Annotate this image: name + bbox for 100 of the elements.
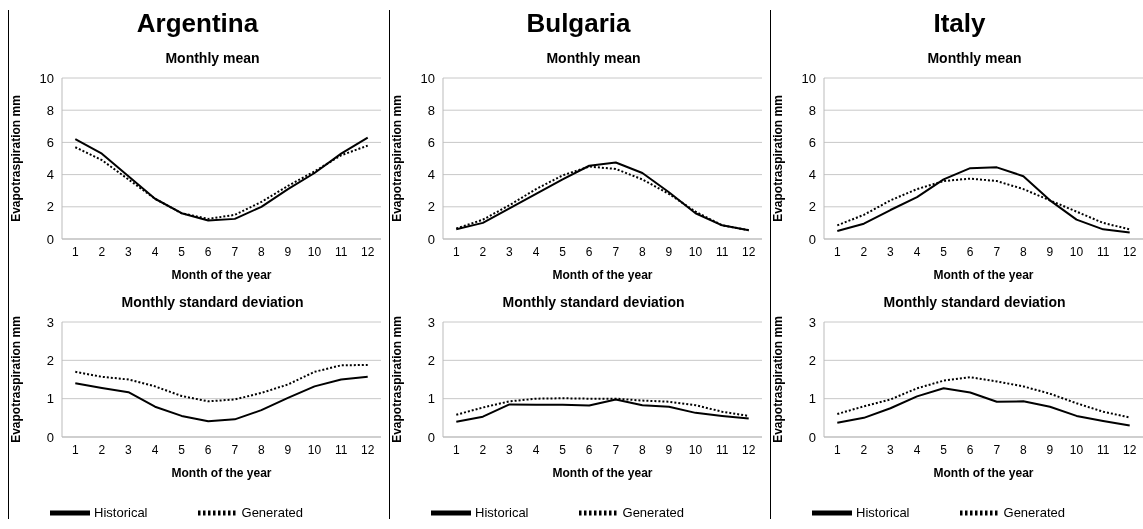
x-tick-label: 12 bbox=[361, 442, 375, 457]
y-tick-label: 0 bbox=[427, 231, 435, 247]
x-tick-label: 3 bbox=[506, 442, 514, 457]
legend-label: Historical bbox=[94, 505, 148, 521]
legend-label: Generated bbox=[1003, 505, 1065, 521]
x-tick-label: 3 bbox=[125, 244, 133, 259]
x-tick-label: 10 bbox=[307, 442, 322, 457]
x-tick-label: 3 bbox=[506, 244, 514, 259]
x-tick-label: 9 bbox=[284, 442, 292, 457]
x-tick-label: 5 bbox=[178, 442, 186, 457]
x-tick-label: 7 bbox=[993, 244, 1001, 259]
x-axis-title: Month of the year bbox=[552, 466, 653, 480]
x-tick-label: 2 bbox=[98, 442, 106, 457]
x-tick-label: 2 bbox=[479, 244, 487, 259]
x-tick-label: 2 bbox=[98, 244, 106, 259]
x-tick-label: 4 bbox=[151, 442, 159, 457]
y-tick-label: 0 bbox=[808, 231, 816, 247]
x-tick-label: 5 bbox=[940, 442, 948, 457]
y-tick-label: 6 bbox=[427, 135, 435, 151]
x-tick-label: 5 bbox=[940, 244, 948, 259]
y-tick-label: 4 bbox=[46, 167, 54, 183]
x-tick-label: 12 bbox=[1123, 442, 1137, 457]
y-tick-label: 2 bbox=[427, 352, 435, 368]
legend-label: Generated bbox=[241, 505, 303, 521]
line-series bbox=[836, 166, 1131, 234]
x-tick-label: 9 bbox=[1046, 442, 1054, 457]
y-tick-label: 10 bbox=[420, 70, 435, 86]
x-tick-label: 10 bbox=[1069, 244, 1084, 259]
x-tick-label: 10 bbox=[688, 442, 703, 457]
x-tick-label: 1 bbox=[833, 244, 841, 259]
x-tick-label: 9 bbox=[284, 244, 292, 259]
x-tick-label: 6 bbox=[966, 244, 974, 259]
x-tick-label: 12 bbox=[1123, 244, 1137, 259]
y-tick-label: 2 bbox=[808, 199, 816, 215]
y-tick-label: 2 bbox=[46, 352, 54, 368]
x-tick-label: 1 bbox=[71, 244, 79, 259]
x-axis-title: Month of the year bbox=[171, 466, 272, 480]
x-tick-label: 11 bbox=[715, 442, 729, 457]
x-tick-label: 1 bbox=[452, 244, 460, 259]
y-tick-label: 3 bbox=[427, 314, 435, 330]
y-tick-label: 0 bbox=[46, 231, 54, 247]
chart-title: Bulgaria bbox=[525, 7, 632, 40]
x-tick-label: 8 bbox=[258, 442, 266, 457]
y-axis-title: Evapotraspiration mm bbox=[771, 95, 786, 222]
x-tick-label: 5 bbox=[559, 442, 567, 457]
legend-label: Generated bbox=[622, 505, 684, 521]
x-tick-label: 11 bbox=[334, 442, 348, 457]
chart-title: Monthly standard deviation bbox=[120, 293, 305, 312]
x-tick-label: 8 bbox=[639, 244, 647, 259]
y-tick-label: 2 bbox=[808, 352, 816, 368]
y-tick-label: 4 bbox=[808, 167, 816, 183]
y-tick-label: 2 bbox=[46, 199, 54, 215]
chart-subtitle: Monthly mean bbox=[545, 49, 642, 68]
chart-title: Monthly standard deviation bbox=[882, 293, 1067, 312]
y-tick-label: 1 bbox=[46, 391, 54, 407]
y-tick-label: 4 bbox=[427, 167, 435, 183]
y-tick-label: 3 bbox=[808, 314, 816, 330]
x-tick-label: 2 bbox=[860, 244, 868, 259]
y-tick-label: 1 bbox=[427, 391, 435, 407]
y-axis-title: Evapotraspiration mm bbox=[9, 316, 24, 443]
chart-title: Italy bbox=[932, 7, 987, 40]
y-tick-label: 6 bbox=[46, 135, 54, 151]
x-tick-label: 3 bbox=[125, 442, 133, 457]
x-tick-label: 7 bbox=[231, 442, 239, 457]
x-tick-label: 5 bbox=[178, 244, 186, 259]
x-tick-label: 4 bbox=[532, 442, 540, 457]
y-tick-label: 6 bbox=[808, 135, 816, 151]
y-tick-label: 1 bbox=[808, 391, 816, 407]
chart-subtitle: Monthly mean bbox=[164, 49, 261, 68]
y-axis-title: Evapotraspiration mm bbox=[390, 95, 405, 222]
y-tick-label: 0 bbox=[427, 429, 435, 445]
legend-label: Historical bbox=[856, 505, 910, 521]
x-tick-label: 9 bbox=[1046, 244, 1054, 259]
x-tick-label: 10 bbox=[1069, 442, 1084, 457]
x-tick-label: 1 bbox=[71, 442, 79, 457]
x-tick-label: 7 bbox=[612, 244, 620, 259]
legend-label: Historical bbox=[475, 505, 529, 521]
x-tick-label: 1 bbox=[833, 442, 841, 457]
x-tick-label: 4 bbox=[151, 244, 159, 259]
y-tick-label: 8 bbox=[46, 102, 54, 118]
x-tick-label: 12 bbox=[742, 442, 756, 457]
y-tick-label: 8 bbox=[808, 102, 816, 118]
x-tick-label: 11 bbox=[334, 244, 348, 259]
x-tick-label: 3 bbox=[887, 442, 895, 457]
chart-title: Monthly standard deviation bbox=[501, 293, 686, 312]
y-tick-label: 0 bbox=[46, 429, 54, 445]
chart-title: Argentina bbox=[135, 7, 260, 40]
y-axis-title: Evapotraspiration mm bbox=[771, 316, 786, 443]
x-tick-label: 8 bbox=[1020, 244, 1028, 259]
x-tick-label: 12 bbox=[742, 244, 756, 259]
x-tick-label: 7 bbox=[231, 244, 239, 259]
x-tick-label: 8 bbox=[639, 442, 647, 457]
x-tick-label: 8 bbox=[258, 244, 266, 259]
x-tick-label: 7 bbox=[993, 442, 1001, 457]
x-tick-label: 11 bbox=[1096, 442, 1110, 457]
x-tick-label: 6 bbox=[204, 244, 212, 259]
x-tick-label: 12 bbox=[361, 244, 375, 259]
x-tick-label: 9 bbox=[665, 244, 673, 259]
x-axis-title: Month of the year bbox=[171, 268, 272, 282]
x-tick-label: 6 bbox=[204, 442, 212, 457]
